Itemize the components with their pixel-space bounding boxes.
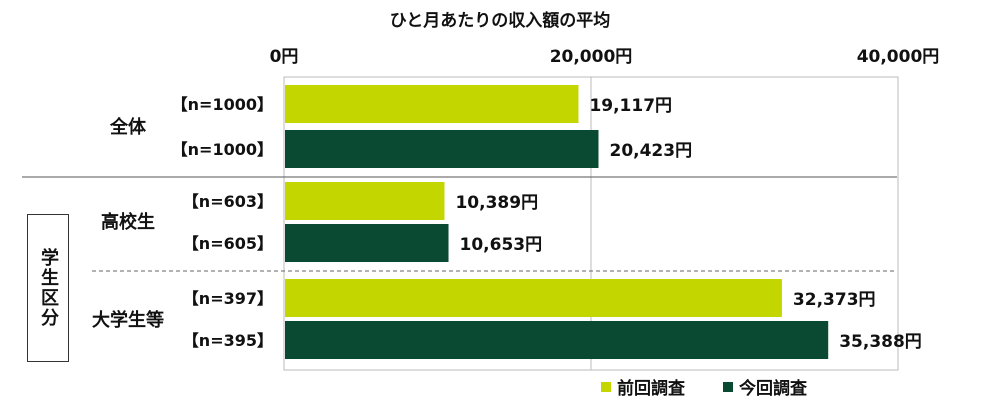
value-label-g0-b0: 19,117円	[589, 96, 672, 116]
grid-layer	[22, 76, 899, 371]
bar-g2-b0	[285, 279, 782, 317]
value-label-g0-b1: 20,423円	[609, 141, 692, 161]
value-label-g2-b1: 35,388円	[839, 332, 922, 352]
bar-g0-b1	[285, 130, 599, 168]
legend-item-previous: 前回調査	[601, 374, 685, 399]
category-side-label: 学生区分	[38, 248, 59, 328]
category-side-label-box: 学生区分	[27, 214, 69, 362]
bar-g2-b1	[285, 321, 829, 359]
bar-g1-b0	[285, 182, 445, 220]
group-label-0: 全体	[109, 116, 147, 138]
legend-label-previous: 前回調査	[617, 379, 685, 399]
legend-swatch-previous	[601, 381, 611, 392]
n-label-g0-b1: 【n=1000】	[172, 140, 273, 159]
legend-swatch-current	[723, 381, 733, 392]
legend-item-current: 今回調査	[723, 374, 807, 399]
chart-title: ひと月あたりの収入額の平均	[389, 11, 611, 31]
value-label-g1-b0: 10,389円	[455, 193, 538, 213]
bar-layer	[285, 85, 829, 359]
x-tick-label-1: 20,000円	[550, 47, 633, 67]
group-label-2: 大学生等	[92, 309, 164, 331]
n-label-g0-b0: 【n=1000】	[172, 95, 273, 114]
value-label-g2-b0: 32,373円	[793, 290, 876, 310]
group-label-1: 高校生	[101, 211, 155, 233]
n-label-g2-b0: 【n=397】	[183, 289, 273, 308]
n-label-g2-b1: 【n=395】	[183, 331, 273, 350]
n-label-g1-b0: 【n=603】	[183, 192, 273, 211]
legend-label-current: 今回調査	[739, 379, 807, 399]
bar-g1-b1	[285, 224, 449, 262]
value-label-g1-b1: 10,653円	[460, 235, 543, 255]
legend: 前回調査 今回調査	[601, 374, 807, 399]
x-tick-label-2: 40,000円	[857, 47, 940, 67]
bar-g0-b0	[285, 85, 579, 123]
x-tick-label-0: 0円	[270, 47, 299, 67]
n-label-g1-b1: 【n=605】	[183, 234, 273, 253]
